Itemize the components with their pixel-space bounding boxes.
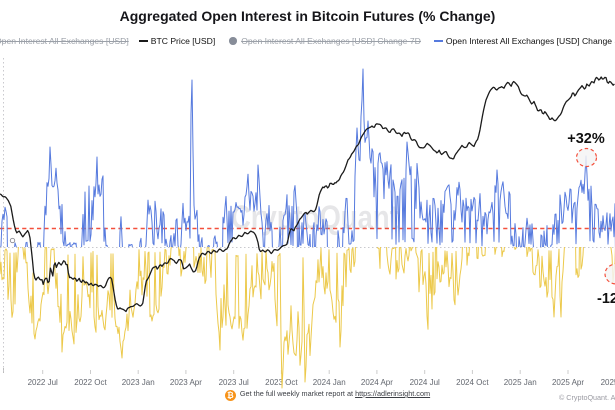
svg-text:2024 Oct: 2024 Oct	[456, 378, 489, 387]
svg-text:2025 Jul: 2025 Jul	[601, 378, 615, 387]
svg-text:2023 Apr: 2023 Apr	[170, 378, 202, 387]
svg-text:2025 Jan: 2025 Jan	[504, 378, 537, 387]
svg-text:2024 Apr: 2024 Apr	[361, 378, 393, 387]
svg-text:CryptoQuant: CryptoQuant	[231, 199, 399, 236]
svg-text:2022 Oct: 2022 Oct	[74, 378, 107, 387]
svg-text:2024 Jul: 2024 Jul	[410, 378, 440, 387]
svg-text:2022 Jul: 2022 Jul	[28, 378, 58, 387]
svg-text:+32%: +32%	[567, 131, 605, 147]
svg-text:2024 Jan: 2024 Jan	[313, 378, 346, 387]
svg-text:2023 Jul: 2023 Jul	[219, 378, 249, 387]
svg-text:2025 Apr: 2025 Apr	[552, 378, 584, 387]
svg-text:-12%: -12%	[597, 291, 615, 307]
svg-text:2023 Jan: 2023 Jan	[122, 378, 155, 387]
